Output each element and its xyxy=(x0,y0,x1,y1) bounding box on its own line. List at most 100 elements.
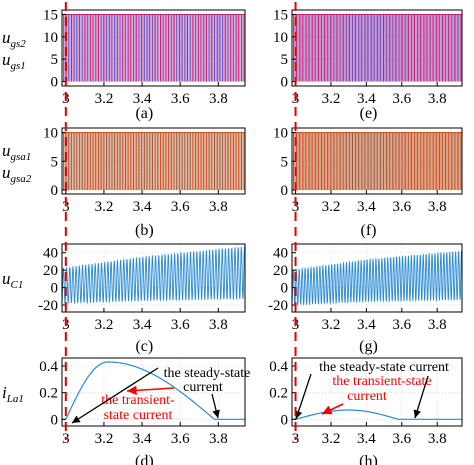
ytick-label: 10 xyxy=(43,30,58,46)
ytick-label: 0 xyxy=(51,183,59,199)
y-axis-label-sub: La1 xyxy=(6,393,24,405)
pulse-15 xyxy=(332,13,336,82)
pulse-53 xyxy=(444,132,448,190)
pulse-24 xyxy=(359,132,362,190)
pulse-48 xyxy=(210,13,214,82)
pulse-40 xyxy=(185,132,188,190)
pulse-25 xyxy=(137,13,141,82)
ripple-line xyxy=(62,246,245,305)
xtick-label: 3.6 xyxy=(392,317,411,333)
plot-frame xyxy=(61,243,246,313)
pulse-45 xyxy=(201,132,204,190)
pulse-57 xyxy=(456,132,460,190)
arrow-steady-right xyxy=(413,375,429,419)
pulse-33 xyxy=(385,132,389,190)
y-axis-label-main: u xyxy=(2,163,11,182)
xtick-label: 3.8 xyxy=(428,431,447,447)
pulse-26 xyxy=(140,13,144,82)
xtick-label: 3.4 xyxy=(133,317,152,333)
plot-area xyxy=(292,250,462,307)
pulse-14 xyxy=(102,13,106,82)
pulse-9 xyxy=(86,132,90,190)
pulse-8 xyxy=(312,13,315,82)
pulse-20 xyxy=(347,13,351,82)
pulse-6 xyxy=(77,132,80,190)
pulse-27 xyxy=(144,13,147,82)
pulse-55 xyxy=(450,13,454,82)
arrow-steady-left xyxy=(294,373,312,420)
pulse-21 xyxy=(350,132,354,190)
pulse-22 xyxy=(353,13,356,82)
pulse-19 xyxy=(344,13,348,82)
plot-area xyxy=(59,132,245,190)
pulse-36 xyxy=(394,132,398,190)
y-axis-label-main: u xyxy=(2,141,11,160)
y-axis-label-main: u xyxy=(2,50,11,69)
pulse-19 xyxy=(344,132,348,190)
pulse-21 xyxy=(125,13,128,82)
pulse-23 xyxy=(356,132,359,190)
pulse-43 xyxy=(415,132,418,190)
xtick-label: 3.8 xyxy=(428,317,447,333)
pulse-48 xyxy=(430,13,433,82)
pulse-4 xyxy=(71,13,74,82)
pulse-40 xyxy=(185,13,188,82)
pulse-7 xyxy=(309,13,312,82)
ytick-label: 0.4 xyxy=(269,359,288,375)
xtick-label: 3.4 xyxy=(133,431,152,447)
pulse-16 xyxy=(109,13,112,82)
pulse-45 xyxy=(421,132,424,190)
pulse-13 xyxy=(326,13,330,82)
pulse-46 xyxy=(204,13,208,82)
pulse-46 xyxy=(424,132,427,190)
pulse-20 xyxy=(121,13,125,82)
xtick-label: 3.2 xyxy=(95,199,114,215)
pulse-51 xyxy=(439,13,442,82)
pulse-4 xyxy=(71,132,74,190)
pulse-44 xyxy=(418,13,421,82)
pulse-34 xyxy=(166,13,169,82)
xtick-label: 3.6 xyxy=(171,431,190,447)
pulse-44 xyxy=(198,13,201,82)
pulse-5 xyxy=(74,132,77,190)
xtick-label: 3.6 xyxy=(392,91,411,107)
pulse-18 xyxy=(341,13,345,82)
pulse-57 xyxy=(239,132,243,190)
pulse-36 xyxy=(172,13,176,82)
panel-caption: (g) xyxy=(359,338,378,355)
xtick-label: 3.6 xyxy=(171,199,190,215)
pulse-28 xyxy=(147,132,150,190)
pulse-57 xyxy=(456,13,460,82)
panel-caption: (f) xyxy=(361,222,377,239)
ytick-label: 0.2 xyxy=(39,386,58,402)
pulse-28 xyxy=(371,13,374,82)
xtick-label: 3.2 xyxy=(95,431,114,447)
pulse-0 xyxy=(59,133,61,190)
pulse-38 xyxy=(400,13,404,82)
pulse-32 xyxy=(382,13,386,82)
plot-frame xyxy=(61,357,246,427)
panel-h: 00.20.433.23.43.63.8(h)the steady-state … xyxy=(269,357,463,465)
panel-caption: (d) xyxy=(135,453,154,465)
pulse-7 xyxy=(80,132,84,190)
ytick-label: 5 xyxy=(281,52,289,68)
pulse-9 xyxy=(86,13,90,82)
pulse-6 xyxy=(77,13,80,82)
pulse-23 xyxy=(131,13,134,82)
pulse-28 xyxy=(147,13,150,82)
pulse-30 xyxy=(153,13,157,82)
plot-frame xyxy=(61,9,246,87)
pulse-31 xyxy=(380,13,383,82)
ytick-label: 0 xyxy=(281,281,289,297)
y-axis-label: uC1 xyxy=(2,269,23,291)
xtick-label: 3.2 xyxy=(322,317,341,333)
panel-c: -200204033.23.43.63.8(c)uC1 xyxy=(2,243,246,355)
current-line xyxy=(292,409,462,420)
pulse-56 xyxy=(236,13,239,82)
pulse-47 xyxy=(427,13,430,82)
xtick-label: 3.4 xyxy=(357,317,376,333)
xtick-label: 3.6 xyxy=(171,91,190,107)
xtick-label: 3.2 xyxy=(322,91,341,107)
pulse-15 xyxy=(105,13,109,82)
